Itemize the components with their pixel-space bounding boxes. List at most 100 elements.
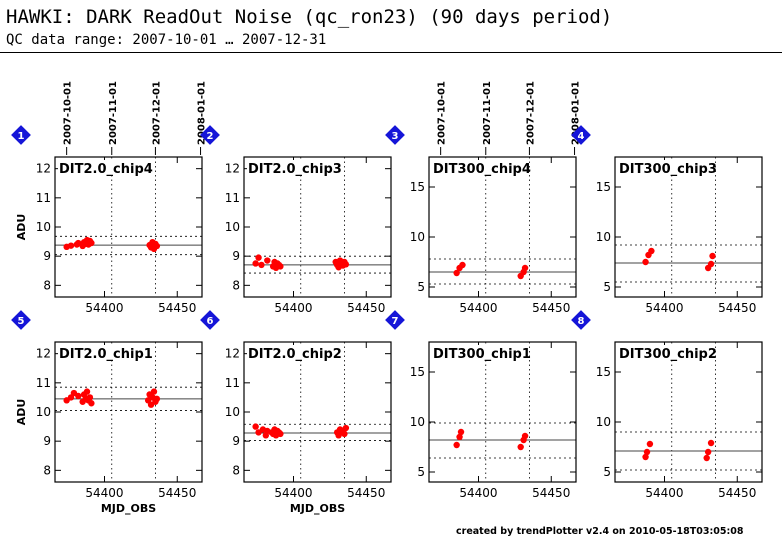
y-tick-label: 11 <box>36 191 51 205</box>
y-tick-label: 15 <box>410 365 425 379</box>
data-point <box>521 264 529 272</box>
chart-panel-7: 5 10 15 54400 54450 DIT300_chip1 7 <box>385 310 577 500</box>
data-point <box>459 261 466 269</box>
data-point <box>453 441 460 449</box>
date-tick-label: 2007-11-01 <box>482 81 493 145</box>
data-point <box>342 424 350 432</box>
panel-number-badge <box>200 310 220 330</box>
data-point <box>707 439 715 447</box>
panel-title: DIT2.0_chip1 <box>59 347 153 362</box>
y-tick-label: 8 <box>43 463 51 477</box>
plot-frame <box>428 156 577 298</box>
panel-number: 8 <box>578 316 585 327</box>
x-tick-label: 54450 <box>347 301 385 315</box>
y-tick-label: 10 <box>36 220 51 234</box>
y-tick-label: 10 <box>596 230 611 244</box>
y-tick-label: 10 <box>36 405 51 419</box>
data-point <box>642 258 649 266</box>
data-point <box>277 430 284 438</box>
panel-title-bg <box>432 160 524 176</box>
y-tick-label: 10 <box>225 220 240 234</box>
y-tick-label: 5 <box>603 465 611 479</box>
panel-title-bg <box>247 345 339 361</box>
data-point <box>255 254 262 261</box>
y-tick-label: 10 <box>410 230 425 244</box>
chart-panel-8: 5 10 15 54400 54450 DIT300_chip2 8 <box>571 310 763 500</box>
x-tick-label: 54450 <box>718 301 756 315</box>
plot-frame <box>614 156 763 298</box>
y-tick-label: 10 <box>225 405 240 419</box>
data-point <box>153 395 161 403</box>
data-point <box>457 428 465 436</box>
date-tick-label: 2007-12-01 <box>525 81 536 145</box>
chart-panel-4: 5 10 15 54400 54450 DIT300_chip3 4 <box>571 125 763 315</box>
date-tick-label: 2008-01-01 <box>197 81 208 145</box>
y-tick-label: 10 <box>410 415 425 429</box>
panel-title: DIT300_chip3 <box>619 162 717 177</box>
chart-panel-5: 8 9 10 11 12 54400 54450 DIT2.0_chip1 ADU MJD_OBS… <box>11 310 203 515</box>
y-tick-label: 5 <box>417 465 425 479</box>
panel-title-bg <box>618 160 710 176</box>
y-tick-label: 15 <box>410 180 425 194</box>
y-tick-label: 15 <box>596 180 611 194</box>
data-point <box>642 453 649 461</box>
data-point <box>258 261 265 269</box>
x-tick-label: 54450 <box>532 301 570 315</box>
panel-number-badge <box>11 310 31 330</box>
panel-number: 4 <box>578 131 585 142</box>
x-tick-label: 54400 <box>645 486 683 500</box>
y-tick-label: 8 <box>232 278 240 292</box>
date-tick-label: 2007-12-01 <box>151 81 162 145</box>
panel-number: 7 <box>392 316 399 327</box>
x-axis-label: MJD_OBS <box>101 502 156 515</box>
y-tick-label: 5 <box>603 280 611 294</box>
chart-panel-6: 8 9 10 11 12 54400 54450 DIT2.0_chip2 MJD_OBS 6 <box>200 310 392 515</box>
date-tick-label: 2007-11-01 <box>108 81 119 145</box>
y-tick-label: 10 <box>596 415 611 429</box>
plot-frame <box>54 341 203 483</box>
panel-title: DIT300_chip2 <box>619 347 717 362</box>
y-tick-label: 9 <box>43 249 51 263</box>
y-tick-label: 15 <box>596 365 611 379</box>
panel-number-badge <box>385 310 405 330</box>
panel-number: 3 <box>392 131 399 142</box>
x-tick-label: 54400 <box>459 486 497 500</box>
y-tick-label: 9 <box>232 249 240 263</box>
x-tick-label: 54400 <box>85 301 123 315</box>
y-tick-label: 12 <box>225 162 240 176</box>
data-point <box>86 394 94 401</box>
page-title: HAWKI: DARK ReadOut Noise (qc_ron23) (90… <box>6 6 613 28</box>
x-tick-label: 54400 <box>274 486 312 500</box>
data-point <box>150 388 158 395</box>
panel-title-bg <box>58 345 150 361</box>
x-tick-label: 54450 <box>347 486 385 500</box>
chart-panel-2: 8 9 10 11 12 54400 54450 DIT2.0_chip3 2 <box>200 125 392 315</box>
panel-title: DIT2.0_chip2 <box>248 347 342 362</box>
data-point <box>264 257 271 264</box>
data-point <box>643 448 651 456</box>
header-divider <box>0 52 782 53</box>
data-point <box>341 430 348 438</box>
y-tick-label: 12 <box>225 347 240 361</box>
data-point <box>67 242 75 249</box>
plot-frame <box>243 341 392 483</box>
x-tick-label: 54450 <box>158 486 196 500</box>
y-tick-label: 12 <box>36 162 51 176</box>
y-tick-label: 11 <box>225 376 240 390</box>
plot-frame <box>428 341 577 483</box>
date-tick-label: 2007-10-01 <box>63 81 74 145</box>
date-tick-label: 2007-10-01 <box>437 81 448 145</box>
y-tick-label: 8 <box>232 463 240 477</box>
y-tick-label: 9 <box>43 434 51 448</box>
panel-number: 6 <box>207 316 214 327</box>
panel-number-badge <box>385 125 405 145</box>
x-tick-label: 54450 <box>718 486 756 500</box>
panel-title: DIT2.0_chip4 <box>59 162 153 177</box>
panel-title-bg <box>58 160 150 176</box>
panel-number: 2 <box>207 131 214 142</box>
data-point <box>456 433 463 441</box>
data-point <box>277 263 284 270</box>
plot-frame <box>243 156 392 298</box>
plot-frame <box>54 156 203 298</box>
